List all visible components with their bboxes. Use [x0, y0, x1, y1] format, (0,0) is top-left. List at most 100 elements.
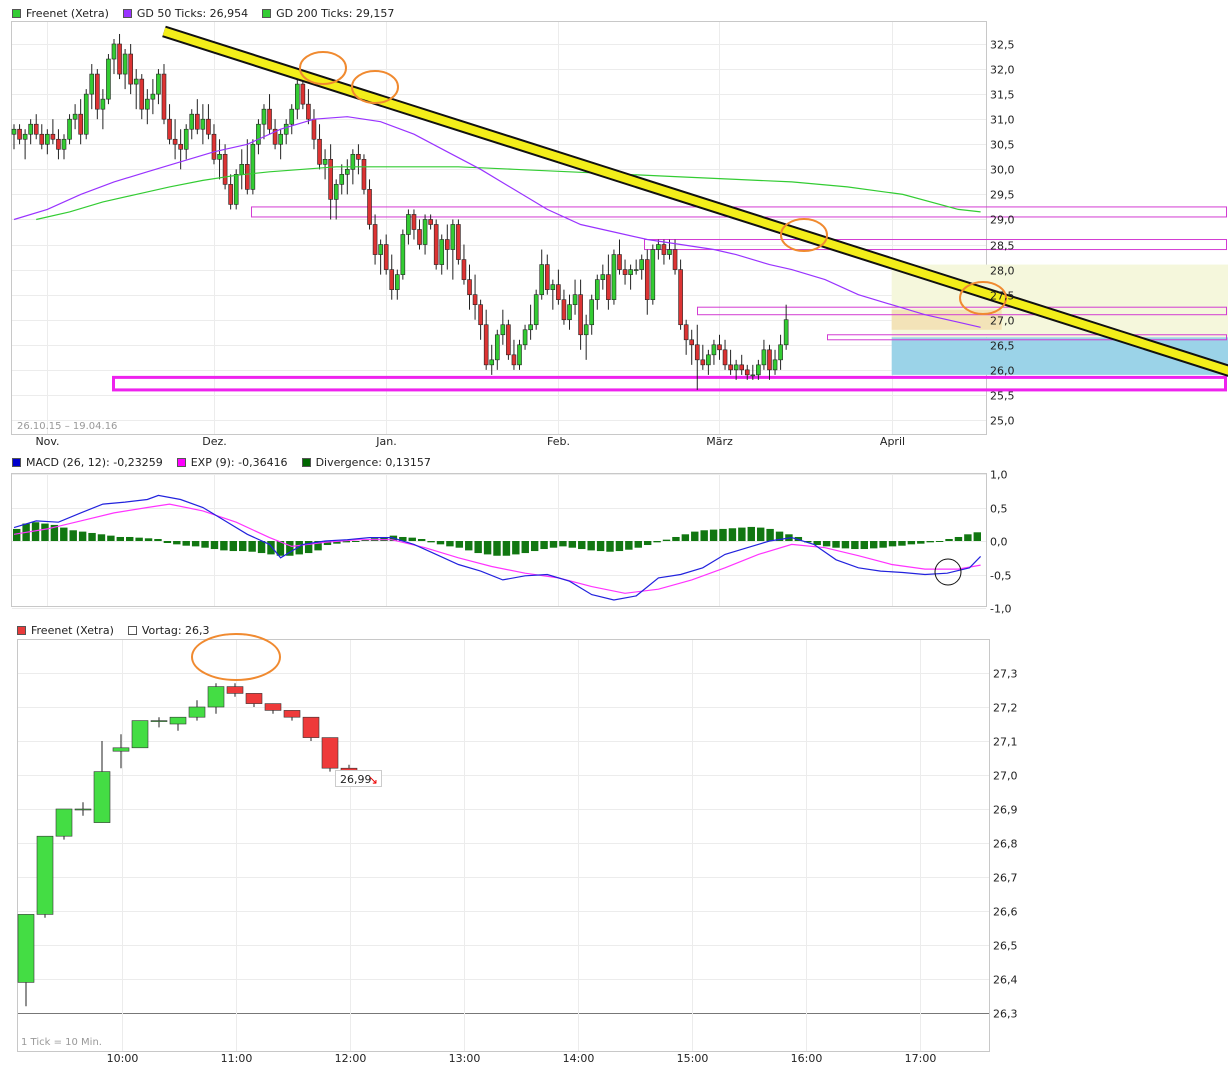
- price-candle-body: [339, 174, 345, 185]
- legend-item-freenet-intraday: Freenet (Xetra): [17, 624, 114, 637]
- divergence-bar: [163, 541, 172, 544]
- price-candle-body: [767, 349, 772, 371]
- price-candle-body: [206, 118, 211, 135]
- divergence-bar: [775, 531, 784, 541]
- divergence-bar: [502, 541, 511, 556]
- divergence-bar: [512, 541, 520, 555]
- divergence-bar: [116, 536, 125, 541]
- price-tick-label: 30,0: [990, 164, 1015, 177]
- price-candle-body: [633, 269, 639, 271]
- legend-label: EXP (9): -0,36416: [190, 455, 288, 469]
- price-candle-body: [650, 249, 656, 300]
- macd-tick-label: -1,0: [990, 603, 1011, 616]
- price-candle-body: [472, 294, 478, 305]
- price-candle-body: [672, 249, 678, 270]
- price-candle-body: [139, 78, 145, 110]
- divergence-bar: [399, 536, 407, 541]
- intraday-x-tick-label: 16:00: [791, 1052, 823, 1065]
- divergence-bar: [813, 541, 821, 546]
- price-candle-body: [72, 113, 78, 120]
- price-candle-body: [456, 224, 461, 260]
- price-candle-body: [322, 159, 328, 165]
- intraday-candle-body: [55, 808, 73, 837]
- price-candle-body: [128, 53, 133, 85]
- price-candle-body: [195, 113, 200, 130]
- legend-label: MACD (26, 12): -0,23259: [26, 455, 163, 469]
- macd-line: [13, 494, 982, 601]
- price-candle-body: [628, 269, 633, 275]
- macd-tick-label: -0,5: [990, 570, 1011, 583]
- price-candle-body: [483, 324, 489, 366]
- price-candle-body: [50, 133, 56, 140]
- divergence-bar: [756, 527, 765, 541]
- price-candle-body: [733, 364, 739, 371]
- divergence-bar: [851, 541, 859, 550]
- intraday-candle-body: [17, 914, 35, 983]
- price-candle-body: [694, 344, 700, 361]
- intraday-candle-body: [74, 808, 92, 811]
- price-candle-body: [533, 294, 539, 326]
- price-axis: 32,5 32,0 31,5 31,0 30,5 30,0 29,5 29,0 28,5 28,0…: [35, 39, 1014, 449]
- intraday-candle-body: [150, 720, 168, 722]
- divergence-bar: [596, 541, 605, 552]
- divergence-bar: [738, 527, 746, 541]
- intraday-candle-body: [169, 716, 187, 725]
- last-price-label: 26,99: [340, 773, 372, 786]
- intraday-candle-body: [283, 710, 301, 718]
- price-candle-body: [95, 73, 100, 110]
- legend-label: Freenet (Xetra): [26, 6, 109, 20]
- price-tick-label: 28,0: [990, 265, 1015, 278]
- price-candle-body: [267, 108, 272, 130]
- divergence-bar: [455, 541, 464, 548]
- price-candle-body: [222, 153, 228, 185]
- intraday-x-tick-label: 14:00: [563, 1052, 595, 1065]
- legend-item-exp: EXP (9): -0,36416: [176, 455, 288, 469]
- divergence-bar: [88, 532, 96, 541]
- price-candle-body: [400, 234, 406, 275]
- intraday-tick-label: 27,2: [993, 702, 1018, 715]
- intraday-tick-label: 26,5: [993, 940, 1018, 953]
- price-candle-body: [300, 83, 306, 105]
- price-candle-body: [550, 284, 556, 290]
- price-candle-body: [411, 214, 417, 230]
- price-candle-body: [661, 244, 667, 255]
- price-candle-body: [394, 274, 400, 290]
- price-candle-body: [317, 138, 322, 165]
- price-candle-body: [228, 184, 233, 205]
- price-candle-body: [167, 118, 172, 140]
- price-candle-body: [622, 269, 628, 275]
- intraday-x-tick-label: 17:00: [905, 1052, 937, 1065]
- divergence-bar: [107, 535, 115, 541]
- price-candle-body: [539, 264, 545, 295]
- divergence-bar: [615, 541, 624, 552]
- price-tick-label: 31,5: [990, 89, 1015, 102]
- divergence-bar: [841, 541, 850, 549]
- touch-point-ellipse: [299, 51, 347, 85]
- intraday-candle-body: [112, 747, 130, 752]
- date-range-label: 26.10.15 – 19.04.16: [17, 421, 117, 432]
- divergence-bar: [549, 541, 558, 548]
- intraday-x-tick-label: 11:00: [221, 1052, 253, 1065]
- price-candle-body: [522, 329, 528, 346]
- price-candle-body: [783, 319, 789, 346]
- legend-label: Vortag: 26,3: [141, 623, 210, 637]
- legend-item-macd: MACD (26, 12): -0,23259: [12, 456, 163, 469]
- price-candle-body: [22, 133, 28, 140]
- divergence-bar: [276, 541, 285, 556]
- price-tick-label: 29,5: [990, 189, 1015, 202]
- intraday-legend: Freenet (Xetra) Vortag: 26,3: [17, 623, 210, 637]
- price-candle-body: [100, 98, 106, 110]
- divergence-bar: [248, 541, 256, 552]
- divergence-bar: [964, 534, 972, 541]
- price-annotations: [162, 25, 1228, 377]
- divergence-bar: [135, 537, 143, 541]
- macd-tick-label: 0,0: [990, 536, 1008, 549]
- legend-swatch: [176, 457, 186, 467]
- price-candle-body: [756, 364, 761, 376]
- intraday-candle-body: [131, 720, 149, 749]
- divergence-bar: [662, 539, 671, 541]
- price-candle-body: [389, 269, 395, 290]
- price-candle-body: [56, 138, 61, 150]
- resistance-box: [644, 239, 1227, 251]
- intraday-candle-body: [245, 693, 263, 704]
